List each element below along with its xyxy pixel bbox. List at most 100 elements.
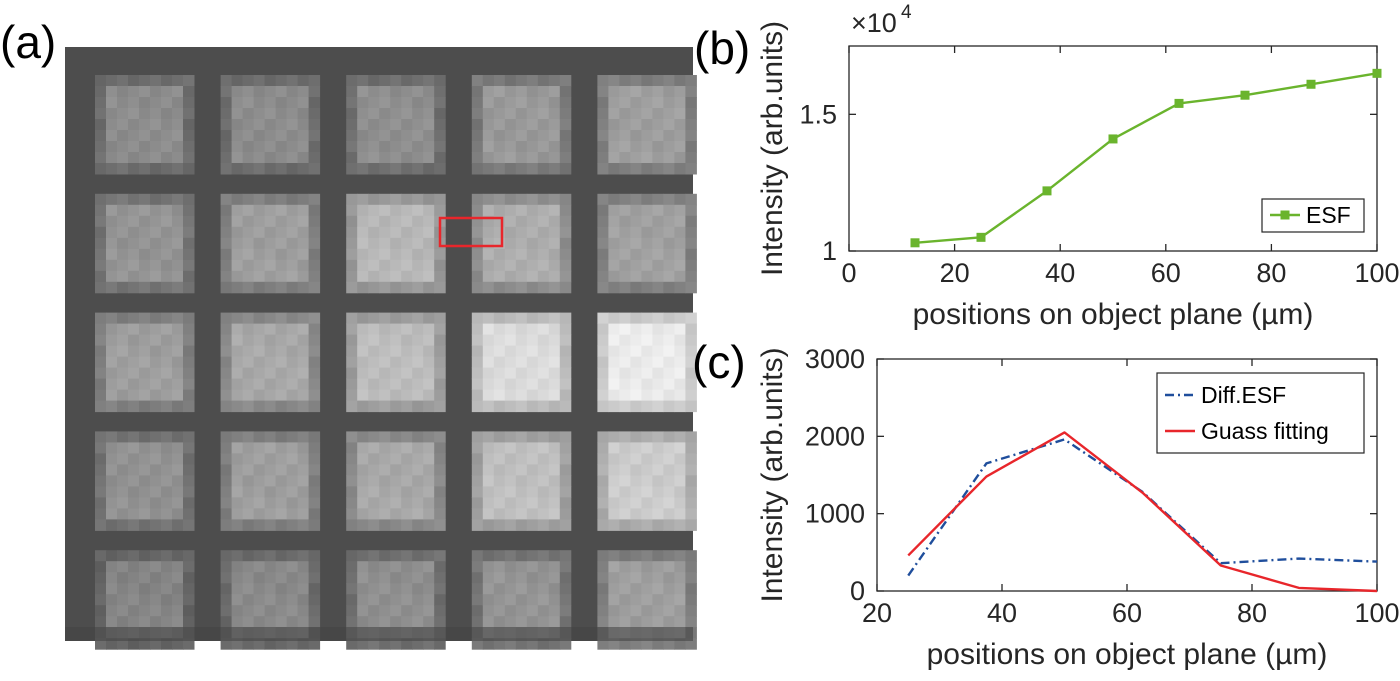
image-pixel [630,638,642,650]
image-pixel [346,594,358,606]
image-pixel [220,141,233,153]
image-pixel [161,594,173,606]
image-pixel [663,605,675,617]
image-pixel [504,345,517,358]
image-pixel [630,270,642,283]
image-pixel [652,550,664,562]
image-pixel [253,605,266,617]
image-pixel [619,486,631,498]
image-pixel [220,356,233,369]
image-pixel [482,442,495,454]
image-pixel [493,281,506,294]
image-pixel [685,75,697,87]
image-pixel [412,237,424,250]
image-pixel [597,497,609,509]
image-pixel [368,486,380,498]
image-pixel [434,389,446,402]
image-pixel [242,97,255,109]
image-pixel [526,356,539,369]
image-pixel [471,163,484,175]
image-pixel [515,259,528,272]
image-pixel [412,86,424,98]
image-pixel [685,345,697,358]
image-pixel [401,356,413,369]
image-pixel [379,193,391,206]
image-pixel [401,572,413,584]
image-pixel [346,616,358,628]
image-pixel [674,97,686,109]
image-pixel [346,508,358,520]
image-pixel [275,400,288,413]
image-pixel [559,453,572,465]
image-pixel [297,464,310,476]
image-pixel [674,281,686,294]
image-pixel [537,442,550,454]
image-pixel [412,119,424,131]
image-pixel [161,561,173,573]
image-pixel [242,583,255,595]
image-pixel [652,594,664,606]
image-pixel [515,475,528,487]
image-pixel [390,475,402,487]
image-pixel [526,431,539,443]
image-pixel [608,334,620,347]
image-pixel [685,281,697,294]
image-pixel [548,204,561,217]
image-pixel [220,508,233,520]
image-pixel [685,119,697,131]
image-pixel [559,378,572,391]
image-pixel [493,497,506,509]
image-pixel [515,141,528,153]
image-pixel [559,594,572,606]
image-pixel [368,519,380,531]
image-pixel [423,475,435,487]
image-pixel [128,583,140,595]
image-pixel [434,270,446,283]
image-pixel [150,572,162,584]
image-pixel [231,130,244,142]
image-pixel [597,519,609,531]
image-pixel [242,486,255,498]
image-pixel [308,345,321,358]
image-pixel [139,226,151,239]
image-pixel [423,163,435,175]
image-pixel [264,130,277,142]
image-pixel [297,86,310,98]
image-pixel [597,97,609,109]
image-pixel [286,378,299,391]
image-pixel [401,163,413,175]
image-pixel [128,497,140,509]
image-pixel [674,141,686,153]
image-pixel [493,163,506,175]
image-pixel [619,152,631,164]
roi-rectangle [438,216,504,248]
image-pixel [183,108,195,120]
image-pixel [619,616,631,628]
image-pixel [308,550,321,562]
data-point [910,238,920,248]
image-pixel [663,356,675,369]
image-pixel [630,193,642,206]
image-pixel [368,141,380,153]
image-pixel [504,389,517,402]
image-pixel [117,237,129,250]
image-pixel [526,163,539,175]
image-pixel [183,367,195,380]
image-pixel [368,431,380,443]
image-pixel [537,119,550,131]
image-pixel [390,550,402,562]
y-axis-title: Intensity (arb.units) [756,347,789,602]
image-pixel [242,270,255,283]
image-pixel [231,497,244,509]
image-pixel [346,130,358,142]
image-pixel [559,215,572,228]
image-pixel [117,453,129,465]
image-pixel [652,389,664,402]
image-pixel [434,572,446,584]
image-pixel [231,389,244,402]
image-pixel [264,97,277,109]
image-pixel [526,389,539,402]
image-pixel [231,163,244,175]
image-pixel [526,519,539,531]
image-pixel [526,572,539,584]
